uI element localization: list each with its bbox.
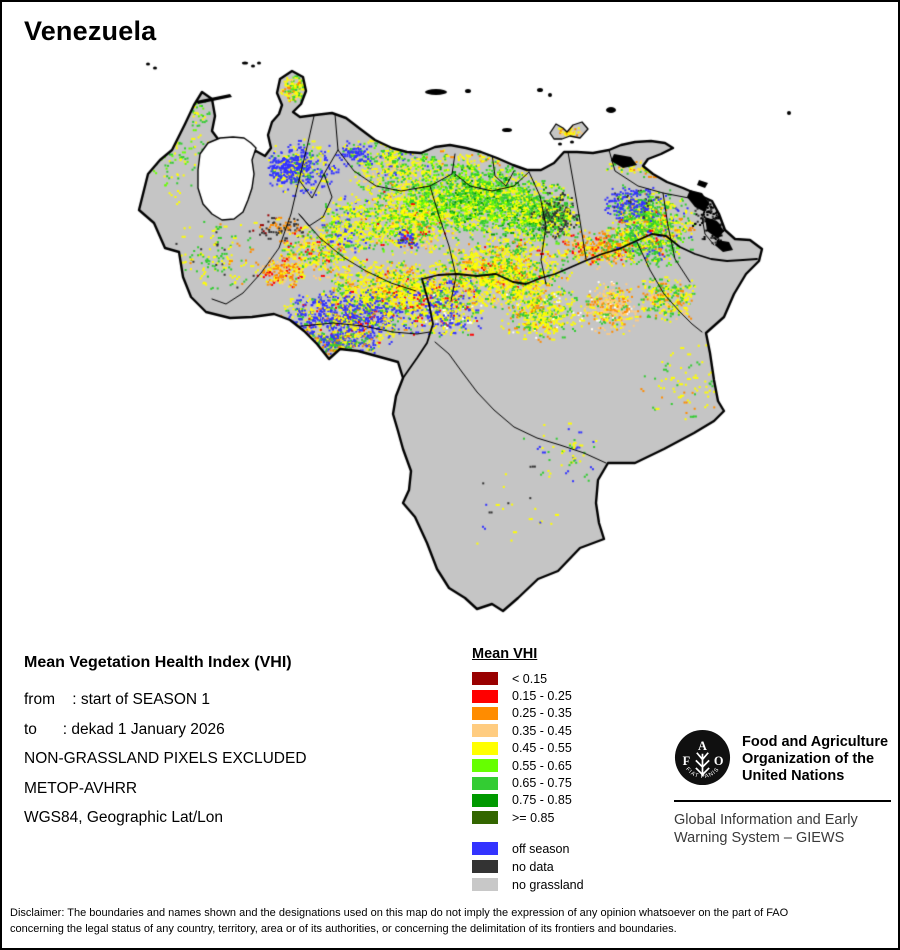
legend-row: 0.35 - 0.45 — [472, 722, 682, 739]
fao-logo-letter-f: F — [683, 754, 691, 768]
legend-row: off season — [472, 840, 682, 858]
disclaimer-line: Disclaimer: The boundaries and names sho… — [10, 907, 789, 919]
fao-divider — [674, 800, 891, 802]
legend-swatch — [472, 776, 498, 790]
fao-logo-icon: A F O FIAT PANIS — [674, 729, 731, 786]
legend-row: no grassland — [472, 876, 682, 894]
legend-swatch — [472, 724, 498, 738]
disclaimer: Disclaimer: The boundaries and names sho… — [10, 905, 788, 937]
legend-row: 0.15 - 0.25 — [472, 687, 682, 704]
fao-org-name-line: United Nations — [742, 768, 845, 784]
fao-logo-letter-a: A — [698, 739, 707, 753]
legend-label: 0.15 - 0.25 — [512, 689, 572, 704]
legend-label: 0.25 - 0.35 — [512, 706, 572, 721]
legend-row: no data — [472, 858, 682, 876]
info-line: from : start of SEASON 1 — [24, 691, 211, 708]
info-line: NON-GRASSLAND PIXELS EXCLUDED — [24, 750, 307, 767]
legend-label: 0.75 - 0.85 — [512, 793, 572, 808]
legend-row: 0.65 - 0.75 — [472, 774, 682, 791]
info-line: METOP-AVHRR — [24, 779, 138, 797]
info-line: to : dekad 1 January 2026 — [24, 720, 225, 738]
fao-org-name-line: Organization of the — [742, 751, 875, 767]
fao-branding-block: A F O FIAT PANIS Food and Agriculture Org… — [674, 729, 891, 847]
legend-row: 0.25 - 0.35 — [472, 705, 682, 722]
legend-extra-class-list: off season no data no grassland — [472, 840, 682, 894]
legend-label: no grassland — [512, 877, 584, 892]
legend-label: 0.65 - 0.75 — [512, 776, 572, 791]
legend-swatch — [472, 706, 498, 720]
legend-swatch — [472, 759, 498, 773]
info-heading: Mean Vegetation Health Index (VHI) — [24, 654, 292, 671]
legend-swatch — [472, 860, 498, 874]
legend-swatch — [472, 689, 498, 703]
legend-swatch — [472, 842, 498, 856]
giews-system-name: Global Information and Early Warning Syst… — [674, 812, 891, 847]
giews-name-line: Global Information and Early — [674, 812, 858, 828]
legend-row: 0.55 - 0.65 — [472, 757, 682, 774]
legend-row: 0.75 - 0.85 — [472, 792, 682, 809]
legend-swatch — [472, 811, 498, 825]
disclaimer-line: concerning the legal status of any count… — [10, 923, 677, 935]
legend-row: < 0.15 — [472, 670, 682, 687]
map-legend: Mean VHI < 0.15 0.15 - 0.25 0.25 - 0.35 — [472, 646, 682, 894]
legend-label: 0.45 - 0.55 — [512, 741, 572, 756]
info-line: WGS84, Geographic Lat/Lon — [24, 809, 224, 826]
info-lines: from : start of SEASON 1 to : dekad 1 Ja… — [24, 685, 307, 833]
legend-label: >= 0.85 — [512, 810, 555, 825]
fao-org-name: Food and Agriculture Organization of the U… — [742, 729, 888, 786]
legend-label: 0.55 - 0.65 — [512, 758, 572, 773]
legend-label: 0.35 - 0.45 — [512, 723, 572, 738]
legend-title: Mean VHI — [472, 646, 538, 662]
legend-label: < 0.15 — [512, 671, 548, 686]
fao-logo-letter-o: O — [714, 754, 724, 768]
map-info-block: Mean Vegetation Health Index (VHI) from … — [24, 654, 307, 833]
fao-org-name-line: Food and Agriculture — [742, 734, 889, 750]
legend-row: 0.45 - 0.55 — [472, 740, 682, 757]
legend-swatch — [472, 878, 498, 892]
wheat-ear-icon — [695, 752, 710, 777]
venezuela-vhi-map — [2, 2, 898, 647]
legend-swatch — [472, 793, 498, 807]
giews-name-line: Warning System – GIEWS — [674, 829, 845, 846]
legend-swatch — [472, 741, 498, 755]
legend-swatch — [472, 672, 498, 686]
legend-label: no data — [512, 859, 554, 874]
legend-row: >= 0.85 — [472, 809, 682, 826]
legend-class-list: < 0.15 0.15 - 0.25 0.25 - 0.35 0.35 - 0.… — [472, 670, 682, 827]
legend-label: off season — [512, 841, 570, 856]
